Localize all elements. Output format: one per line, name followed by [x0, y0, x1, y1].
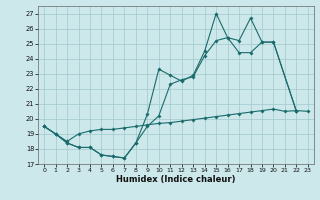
X-axis label: Humidex (Indice chaleur): Humidex (Indice chaleur) [116, 175, 236, 184]
